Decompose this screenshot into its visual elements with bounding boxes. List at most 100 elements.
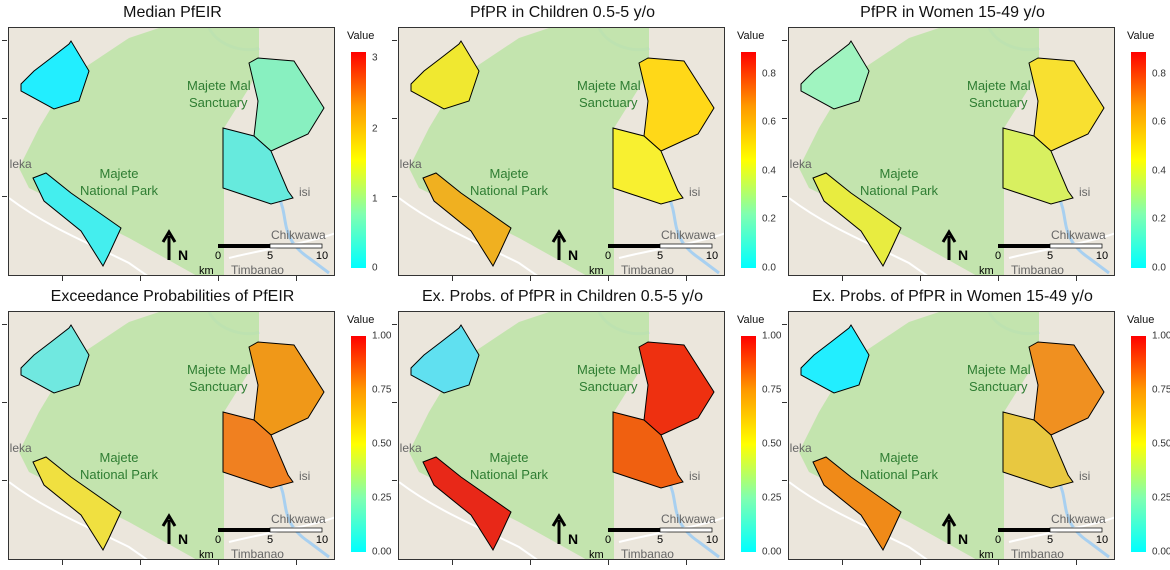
legend-tick-label: 0.8 <box>1152 68 1166 80</box>
park-label: National Park <box>80 467 159 482</box>
svg-text:N: N <box>958 247 968 263</box>
north-arrow-icon: N <box>941 513 968 547</box>
sanctuary-label: Majete Mal <box>967 78 1031 93</box>
park-label: Majete <box>99 450 138 465</box>
sanctuary-label: Sanctuary <box>969 95 1028 110</box>
color-legend: Value 0.0 0.2 0.4 0.6 0.8 <box>735 30 780 276</box>
scale-label: 5 <box>267 250 273 262</box>
town-label: ileka <box>9 157 32 171</box>
region-se <box>612 411 684 489</box>
scale-bar <box>1049 527 1103 533</box>
sanctuary-label: Sanctuary <box>579 379 638 394</box>
scale-label: 0 <box>605 250 611 262</box>
town-label: Timbanao <box>621 263 674 276</box>
region-sw <box>422 172 512 268</box>
legend-tick-label: 0.00 <box>372 546 392 558</box>
legend-title: Value <box>1127 30 1155 42</box>
legend-tick-label: 2 <box>372 123 378 135</box>
map-area[interactable]: Majete National Park Majete Mal Sanctuar… <box>398 311 725 560</box>
scale-bar <box>269 527 323 533</box>
map-area[interactable]: Majete National Park Majete Mal Sanctuar… <box>8 311 335 560</box>
legend-tick-label: 1.00 <box>1152 330 1170 342</box>
legend-tick-label: 0.8 <box>762 68 776 80</box>
scale-unit: km <box>199 265 214 276</box>
town-label: isi <box>1079 185 1090 199</box>
legend-title: Value <box>737 30 765 42</box>
region-nw <box>410 324 480 394</box>
colorbar <box>1131 52 1146 268</box>
legend-tick-label: 0.25 <box>1152 492 1170 504</box>
sanctuary-label: Majete Mal <box>187 362 251 377</box>
legend-title: Value <box>347 314 375 326</box>
sanctuary-label: Sanctuary <box>579 95 638 110</box>
scale-label: 0 <box>215 250 221 262</box>
scale-bar <box>1049 243 1103 249</box>
legend-tick-label: 0.0 <box>762 262 776 274</box>
town-label: isi <box>689 185 700 199</box>
town-label: ileka <box>399 441 422 455</box>
region-sw <box>32 172 122 268</box>
legend-title: Value <box>737 314 765 326</box>
region-nw <box>410 40 480 110</box>
park-label: National Park <box>470 183 549 198</box>
svg-text:N: N <box>958 531 968 547</box>
legend-title: Value <box>347 30 375 42</box>
svg-text:N: N <box>178 247 188 263</box>
panel-title: PfPR in Children 0.5-5 y/o <box>470 4 655 21</box>
scale-label: 10 <box>316 534 328 546</box>
region-se <box>222 411 294 489</box>
legend-tick-label: 0.50 <box>1152 438 1170 450</box>
color-legend: Value 0.0 0.2 0.4 0.6 0.8 <box>1125 30 1170 276</box>
legend-tick-label: 3 <box>372 52 378 64</box>
map-panel: Ex. Probs. of PfPR in Children 0.5-5 y/o… <box>390 284 782 569</box>
panel-title: Exceedance Probabilities of PfEIR <box>50 288 295 305</box>
legend-tick-label: 0.6 <box>762 116 776 128</box>
north-arrow-icon: N <box>551 513 578 547</box>
town-label: Timbanao <box>231 547 284 560</box>
park-label: National Park <box>860 467 939 482</box>
park-label: Majete <box>879 166 918 181</box>
panel-title: Ex. Probs. of PfPR in Children 0.5-5 y/o <box>421 288 703 305</box>
town-label: Timbanao <box>231 263 284 276</box>
scale-unit: km <box>979 265 994 276</box>
map-panel: PfPR in Children 0.5-5 y/o Majete Nation… <box>390 0 780 285</box>
map-area[interactable]: Majete National Park Majete Mal Sanctuar… <box>8 27 335 276</box>
sanctuary-label: Majete Mal <box>577 362 641 377</box>
sanctuary-label: Majete Mal <box>967 362 1031 377</box>
color-legend: Value 0.00 0.25 0.50 0.75 1.00 <box>345 314 392 560</box>
map-panel: Ex. Probs. of PfPR in Women 15-49 y/o Ma… <box>780 284 1170 569</box>
legend-tick-label: 1.00 <box>372 330 392 342</box>
scale-unit: km <box>589 265 604 276</box>
region-sw <box>812 456 902 552</box>
map-area[interactable]: Majete National Park Majete Mal Sanctuar… <box>398 27 725 276</box>
town-label: isi <box>1079 469 1090 483</box>
scale-unit: km <box>979 549 994 560</box>
town-label: Timbanao <box>621 547 674 560</box>
map-area[interactable]: Majete National Park Majete Mal Sanctuar… <box>788 311 1115 560</box>
legend-tick-label: 0.6 <box>1152 116 1166 128</box>
town-label: ileka <box>789 441 812 455</box>
legend-tick-label: 0.75 <box>1152 384 1170 396</box>
sanctuary-label: Sanctuary <box>969 379 1028 394</box>
town-label: Chikwawa <box>1051 228 1106 242</box>
scale-bar <box>218 528 270 532</box>
region-ne <box>638 341 715 436</box>
region-nw <box>20 324 90 394</box>
legend-tick-label: 0.00 <box>1152 546 1170 558</box>
town-label: isi <box>299 469 310 483</box>
color-legend: Value 0.00 0.25 0.50 0.75 1.00 <box>735 314 782 560</box>
region-nw <box>20 40 90 110</box>
legend-tick-label: 1 <box>372 193 378 205</box>
town-label: ileka <box>399 157 422 171</box>
scale-bar <box>269 243 323 249</box>
town-label: ileka <box>789 157 812 171</box>
scale-unit: km <box>199 549 214 560</box>
svg-text:N: N <box>568 531 578 547</box>
town-label: Timbanao <box>1011 547 1064 560</box>
north-arrow-icon: N <box>551 229 578 263</box>
scale-label: 10 <box>706 534 718 546</box>
map-panel: Median PfEIR Majete National Park Majete… <box>0 0 390 285</box>
legend-tick-label: 0.50 <box>762 438 782 450</box>
map-area[interactable]: Majete National Park Majete Mal Sanctuar… <box>788 27 1115 276</box>
region-sw <box>422 456 512 552</box>
